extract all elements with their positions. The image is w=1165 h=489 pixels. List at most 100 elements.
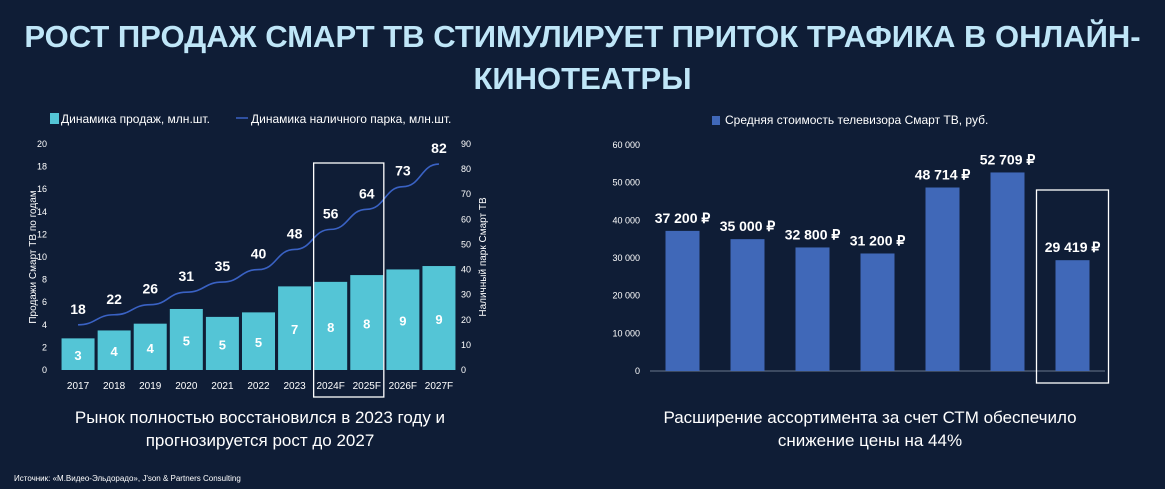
price-axis-tick: 0 (635, 366, 640, 376)
sales-bar (422, 266, 456, 370)
title-line-2: КИНОТЕАТРЫ (473, 61, 692, 96)
x-axis-tick: 2019 (139, 381, 162, 392)
price-bar (990, 172, 1025, 371)
right-axis-tick: 90 (461, 139, 471, 149)
sales-and-park-chart: Динамика продаж, млн.шт. Динамика налично… (28, 112, 489, 398)
right-axis-tick: 70 (461, 189, 471, 199)
price-bar (860, 253, 895, 371)
price-bar-label: 31 200 ₽ (850, 232, 906, 248)
sales-bar-label: 4 (147, 341, 155, 356)
sales-bar (314, 281, 348, 370)
x-axis-tick: 2026F (389, 381, 417, 392)
avg-price-chart: Средняя стоимость телевизора Смарт ТВ, р… (612, 113, 1110, 384)
park-line-label: 35 (215, 258, 231, 274)
legend-label-park: Динамика наличного парка, млн.шт. (251, 112, 451, 126)
sales-bar-label: 9 (435, 312, 442, 327)
price-bar (665, 230, 700, 371)
price-axis-tick: 20 000 (612, 291, 640, 301)
source-note: Источник: «М.Видео-Эльдорадо», J'son & P… (14, 474, 241, 483)
price-axis-tick: 50 000 (612, 178, 640, 188)
price-bar (925, 187, 960, 371)
price-axis-tick: 40 000 (612, 215, 640, 225)
right-caption: Расширение ассортимента за счет СТМ обес… (663, 408, 1077, 450)
sales-bar (169, 308, 203, 370)
right-axis-tick: 40 (461, 265, 471, 275)
left-axis-tick: 4 (42, 320, 47, 330)
price-bar (795, 247, 830, 371)
forecast-highlight-box (312, 162, 385, 398)
sales-bar-label: 8 (363, 317, 370, 332)
x-axis-tick: 2023 (283, 381, 306, 392)
park-line-label: 26 (142, 281, 158, 297)
x-axis-tick: 2018 (103, 381, 126, 392)
park-line-label: 73 (395, 163, 411, 179)
left-axis-tick: 6 (42, 297, 47, 307)
price-axis-tick: 60 000 (612, 140, 640, 150)
price-bar-label: 29 419 ₽ (1045, 239, 1101, 255)
park-line-label: 31 (179, 268, 195, 284)
sales-bar (278, 286, 312, 370)
right-axis-tick: 10 (461, 340, 471, 350)
left-axis-tick: 0 (42, 365, 47, 375)
sales-bar-label: 3 (74, 348, 81, 363)
price-axis-tick: 10 000 (612, 328, 640, 338)
price-bar-label: 37 200 ₽ (655, 210, 711, 226)
sales-bar-label: 4 (111, 344, 119, 359)
sales-bar-label: 5 (255, 335, 262, 350)
left-caption: Рынок полностью восстановился в 2023 год… (74, 408, 446, 450)
price-axis-tick: 30 000 (612, 253, 640, 263)
sales-bar (205, 316, 239, 370)
sales-bar-label: 5 (219, 337, 226, 352)
right-axis-tick: 20 (461, 315, 471, 325)
x-axis-tick: 2022 (247, 381, 270, 392)
x-axis-tick: 2020 (175, 381, 198, 392)
x-axis-tick: 2017 (67, 381, 90, 392)
right-axis-tick: 80 (461, 164, 471, 174)
price-bar-label: 32 800 ₽ (785, 226, 841, 242)
sales-bar-label: 8 (327, 320, 334, 335)
left-axis-tick: 16 (37, 184, 47, 194)
right-axis-tick: 30 (461, 290, 471, 300)
sales-bar (350, 275, 384, 370)
legend-label-price: Средняя стоимость телевизора Смарт ТВ, р… (725, 113, 988, 127)
x-axis-tick: 2027F (425, 381, 453, 392)
x-axis-tick: 2021 (211, 381, 234, 392)
price-highlight-box (1035, 189, 1110, 384)
price-bar-label: 48 714 ₽ (915, 167, 971, 183)
price-bar (1055, 260, 1090, 371)
left-axis-tick: 18 (37, 162, 47, 172)
x-axis-tick: 2024F (317, 381, 345, 392)
title-line-1: РОСТ ПРОДАЖ СМАРТ ТВ СТИМУЛИРУЕТ ПРИТОК … (24, 19, 1141, 54)
price-bar-label: 52 709 ₽ (980, 151, 1036, 167)
sales-bar (61, 338, 95, 370)
left-axis-tick: 20 (37, 139, 47, 149)
price-bar-label: 35 000 ₽ (720, 218, 776, 234)
sales-bar (242, 312, 275, 370)
park-line-label: 40 (251, 246, 267, 262)
right-axis-label: Наличный парк Смарт ТВ (478, 197, 489, 317)
left-axis-tick: 8 (42, 275, 47, 285)
legend-swatch-price (712, 116, 720, 125)
right-axis-tick: 0 (461, 365, 466, 375)
park-line-label: 48 (287, 225, 303, 241)
park-line-label: 82 (431, 140, 447, 156)
sales-bar-label: 7 (291, 322, 298, 337)
sales-bar-label: 9 (399, 314, 406, 329)
left-axis-tick: 14 (37, 207, 47, 217)
page-title: РОСТ ПРОДАЖ СМАРТ ТВ СТИМУЛИРУЕТ ПРИТОК … (0, 16, 1165, 100)
right-axis-tick: 60 (461, 214, 471, 224)
park-line-label: 22 (106, 291, 122, 307)
sales-bar-label: 5 (183, 333, 190, 348)
sales-bar (386, 269, 420, 370)
left-axis-tick: 2 (42, 342, 47, 352)
left-axis-tick: 10 (37, 252, 47, 262)
left-axis-tick: 12 (37, 229, 47, 239)
left-axis-label: Продажи Смарт ТВ по годам (28, 190, 39, 323)
legend-swatch-sales (50, 113, 59, 124)
park-line-label: 18 (70, 301, 86, 317)
sales-bar (133, 323, 167, 370)
right-axis-tick: 50 (461, 239, 471, 249)
park-line (78, 163, 440, 326)
price-bar (730, 239, 765, 371)
park-line-label: 56 (323, 205, 339, 221)
